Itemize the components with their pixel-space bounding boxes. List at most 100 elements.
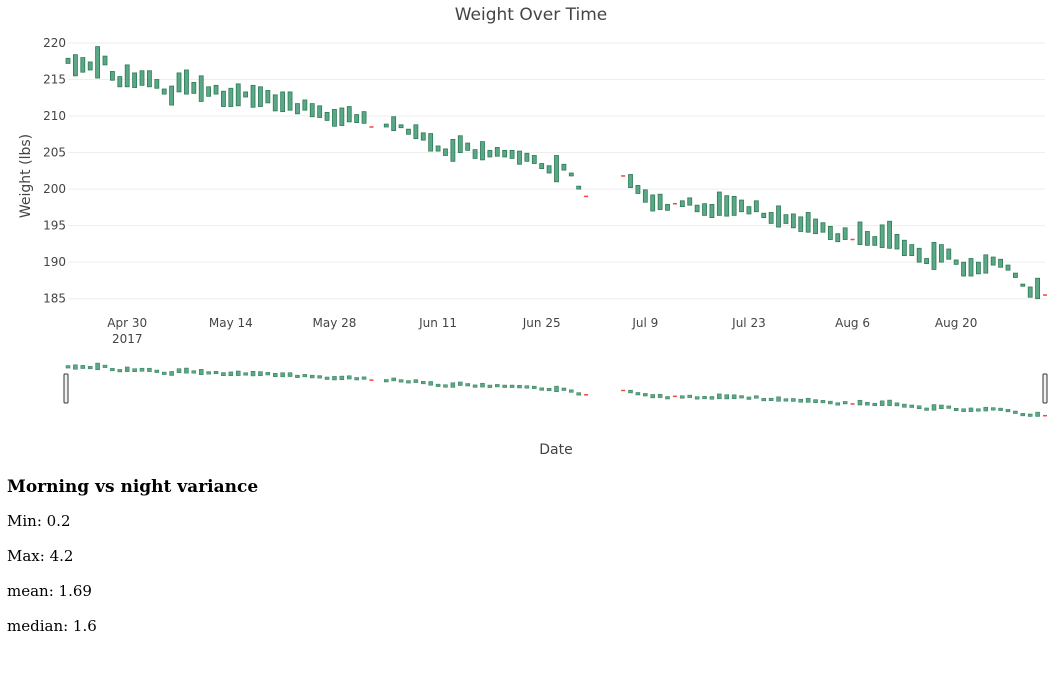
- candle[interactable]: [406, 128, 411, 135]
- candle[interactable]: [228, 87, 234, 107]
- candle[interactable]: [87, 61, 93, 71]
- candle[interactable]: [938, 244, 944, 263]
- candle[interactable]: [132, 72, 138, 88]
- candle[interactable]: [472, 149, 478, 159]
- candle[interactable]: [546, 165, 552, 174]
- candle[interactable]: [509, 149, 515, 159]
- candle[interactable]: [657, 193, 663, 210]
- candle[interactable]: [901, 239, 907, 256]
- candle[interactable]: [302, 99, 308, 111]
- candle[interactable]: [206, 86, 212, 97]
- candle[interactable]: [790, 213, 796, 229]
- candle[interactable]: [975, 261, 981, 275]
- range-slider-left-handle[interactable]: [63, 373, 69, 404]
- candle[interactable]: [783, 214, 789, 224]
- candle[interactable]: [968, 258, 974, 277]
- candle[interactable]: [731, 195, 737, 216]
- candle[interactable]: [805, 212, 811, 233]
- candle[interactable]: [332, 109, 337, 127]
- candle[interactable]: [909, 244, 915, 256]
- candle[interactable]: [317, 105, 323, 118]
- candle[interactable]: [998, 258, 1003, 268]
- candle[interactable]: [184, 69, 189, 95]
- candle[interactable]: [835, 233, 841, 243]
- candle[interactable]: [480, 141, 485, 161]
- candle[interactable]: [398, 124, 404, 129]
- candle[interactable]: [1035, 277, 1040, 300]
- candle[interactable]: [235, 83, 241, 107]
- candle[interactable]: [272, 94, 278, 112]
- candle[interactable]: [1020, 283, 1026, 287]
- candle[interactable]: [665, 204, 670, 211]
- candle[interactable]: [679, 200, 685, 208]
- candle[interactable]: [961, 261, 966, 277]
- candle[interactable]: [102, 55, 108, 66]
- candle[interactable]: [761, 212, 767, 218]
- candle[interactable]: [383, 123, 389, 128]
- candle[interactable]: [768, 212, 774, 224]
- candle[interactable]: [946, 248, 952, 260]
- weight-chart[interactable]: Weight Over Time 185 190 195 200 205 210 215 22…: [0, 0, 1061, 470]
- candle[interactable]: [1012, 272, 1018, 278]
- candle[interactable]: [539, 163, 545, 170]
- range-slider[interactable]: [63, 362, 1048, 417]
- candle[interactable]: [309, 103, 315, 118]
- candle[interactable]: [687, 197, 693, 206]
- candle[interactable]: [169, 85, 175, 106]
- range-slider-right-handle[interactable]: [1042, 373, 1048, 404]
- candle[interactable]: [443, 148, 448, 156]
- candle[interactable]: [916, 247, 922, 263]
- candle[interactable]: [250, 84, 256, 108]
- candle[interactable]: [161, 88, 167, 95]
- candle[interactable]: [517, 150, 522, 165]
- candle[interactable]: [554, 155, 559, 183]
- candle[interactable]: [716, 191, 722, 216]
- candle[interactable]: [154, 79, 160, 89]
- candle[interactable]: [494, 147, 500, 157]
- candle[interactable]: [191, 82, 197, 94]
- candle[interactable]: [457, 135, 463, 153]
- candle[interactable]: [576, 185, 582, 190]
- candle[interactable]: [887, 220, 892, 249]
- candle[interactable]: [953, 259, 959, 265]
- candle[interactable]: [776, 205, 781, 228]
- candle[interactable]: [746, 206, 752, 215]
- candle[interactable]: [1027, 286, 1033, 298]
- candle[interactable]: [147, 70, 152, 88]
- candle[interactable]: [864, 231, 870, 246]
- candle[interactable]: [894, 233, 900, 250]
- candle[interactable]: [827, 225, 833, 240]
- candle[interactable]: [702, 203, 707, 216]
- candle[interactable]: [650, 194, 656, 212]
- candle[interactable]: [753, 200, 759, 213]
- candle[interactable]: [420, 132, 426, 141]
- candle[interactable]: [80, 57, 86, 73]
- candle[interactable]: [739, 199, 744, 213]
- candle[interactable]: [324, 111, 330, 121]
- candle[interactable]: [879, 224, 885, 248]
- candle[interactable]: [258, 86, 263, 107]
- candle[interactable]: [361, 111, 367, 124]
- candle[interactable]: [95, 46, 101, 79]
- candle[interactable]: [983, 254, 989, 274]
- candle[interactable]: [117, 76, 123, 88]
- candle[interactable]: [561, 163, 567, 171]
- candle[interactable]: [450, 139, 456, 162]
- candle[interactable]: [243, 91, 249, 98]
- candle[interactable]: [124, 64, 130, 88]
- candle[interactable]: [635, 185, 641, 194]
- candle[interactable]: [213, 84, 219, 95]
- candle[interactable]: [524, 152, 530, 162]
- candle[interactable]: [465, 142, 471, 151]
- candle[interactable]: [413, 124, 419, 140]
- candle[interactable]: [628, 174, 633, 189]
- candle[interactable]: [287, 91, 293, 111]
- candle[interactable]: [139, 70, 145, 86]
- candle[interactable]: [339, 107, 345, 126]
- candle[interactable]: [709, 204, 715, 218]
- candle[interactable]: [346, 106, 352, 123]
- candle[interactable]: [872, 236, 878, 246]
- candle[interactable]: [435, 145, 441, 152]
- candle[interactable]: [568, 172, 574, 177]
- candle[interactable]: [820, 222, 826, 233]
